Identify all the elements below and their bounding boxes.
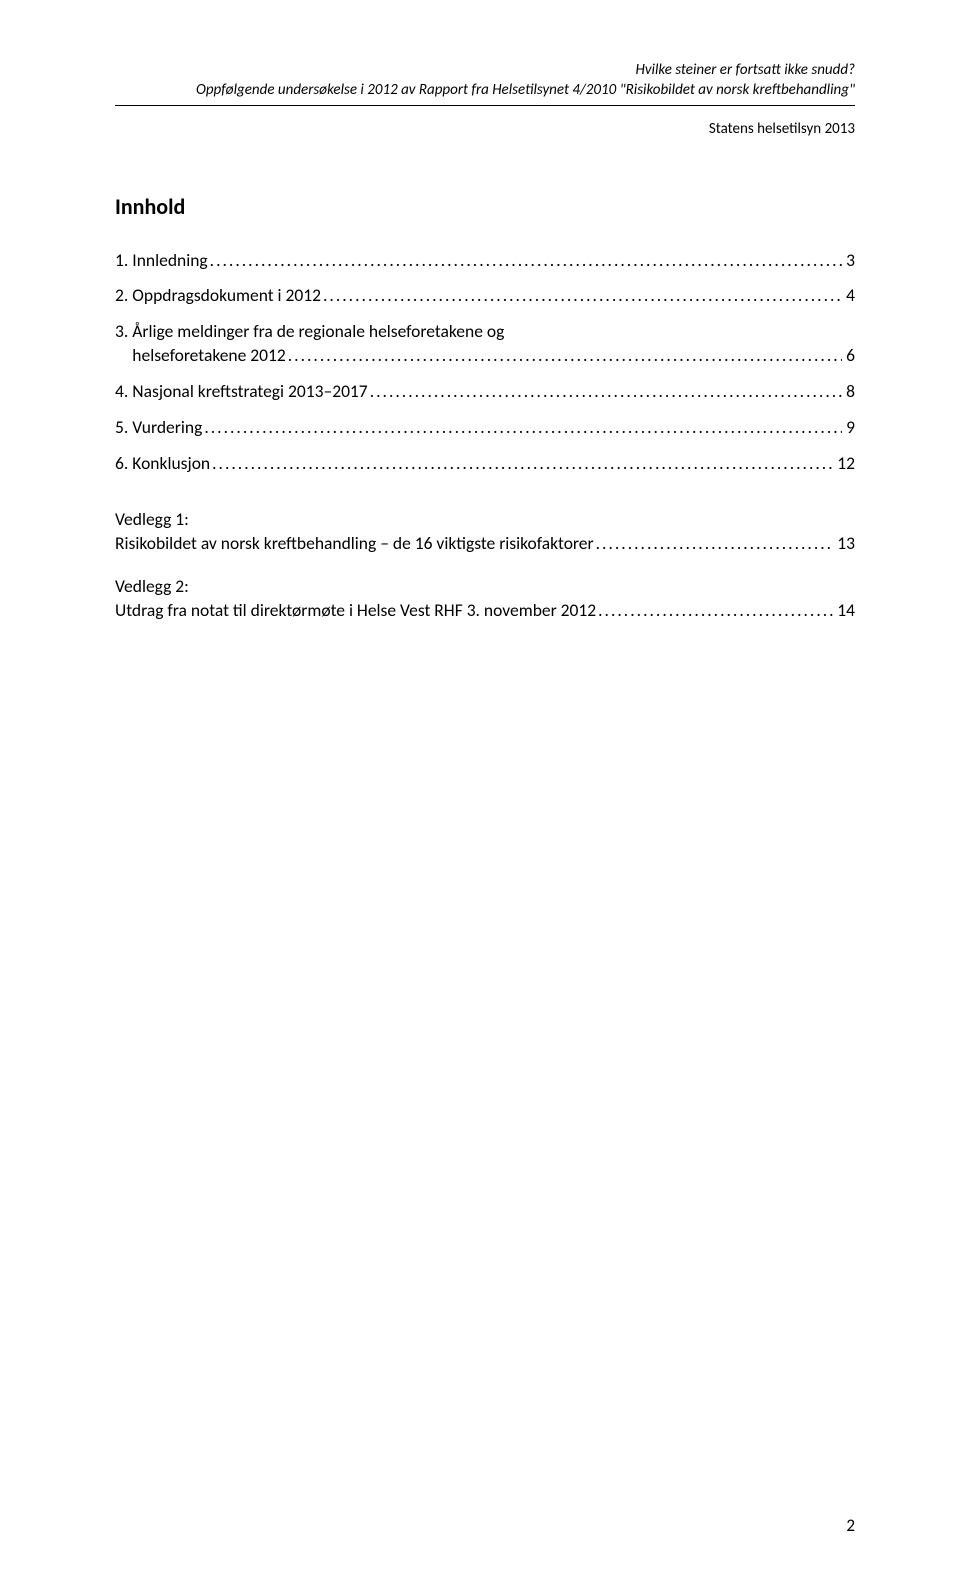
toc-appendix-entry: Vedlegg 2: Utdrag fra notat til direktør… (115, 568, 855, 636)
table-of-contents: 1. Innledning 3 2. Oppdragsdokument i 20… (115, 250, 855, 637)
toc-leader-dots (596, 533, 834, 555)
header-title-line1: Hvilke steiner er fortsatt ikke snudd? (115, 60, 855, 80)
toc-entry-label: Vurdering (128, 417, 204, 439)
toc-entry-page: 12 (833, 453, 855, 475)
toc-appendix-label: Risikobildet av norsk kreftbehandling – … (115, 533, 596, 555)
toc-leader-dots (212, 453, 833, 475)
toc-entry-page: 6 (842, 345, 855, 367)
toc-entry-page: 9 (842, 417, 855, 439)
toc-entry-label: Konklusjon (128, 453, 212, 475)
toc-entry: 6. Konklusjon 12 (115, 453, 855, 475)
toc-leader-dots (370, 381, 842, 403)
page-number: 2 (846, 1515, 855, 1536)
toc-entry: 5. Vurdering 9 (115, 417, 855, 439)
toc-leader-dots (323, 285, 842, 307)
toc-entry-number: 5. (115, 417, 128, 439)
toc-entry-number: 3. (115, 321, 128, 343)
toc-entry-label: Innledning (128, 250, 209, 272)
toc-entry-number: 6. (115, 453, 128, 475)
header-title-line2: Oppfølgende undersøkelse i 2012 av Rappo… (115, 80, 855, 100)
header-source: Statens helsetilsyn 2013 (115, 120, 855, 138)
toc-entry-number: 2. (115, 285, 128, 307)
toc-entry-number: 1. (115, 250, 128, 272)
toc-entry: 1. Innledning 3 (115, 250, 855, 272)
toc-leader-dots (288, 345, 842, 367)
toc-entry-page: 8 (842, 381, 855, 403)
toc-leader-dots (210, 250, 842, 272)
toc-entry-page: 4 (842, 285, 855, 307)
toc-entry-label: Oppdragsdokument i 2012 (128, 285, 323, 307)
toc-entry-page: 13 (833, 533, 855, 555)
toc-appendix-heading: Vedlegg 2: (115, 576, 191, 598)
toc-entry-label: Nasjonal kreftstrategi 2013–2017 (128, 381, 369, 403)
toc-entry-page: 14 (833, 600, 855, 622)
toc-entry-label-part1: Årlige meldinger fra de regionale helsef… (128, 321, 506, 343)
toc-entry-page: 3 (842, 250, 855, 272)
toc-entry-label-part2: helseforetakene 2012 (128, 345, 287, 367)
toc-entry: 3. Årlige meldinger fra de regionale hel… (115, 321, 855, 381)
running-header: Hvilke steiner er fortsatt ikke snudd? O… (115, 60, 855, 106)
toc-leader-dots (598, 600, 833, 622)
toc-entry: 4. Nasjonal kreftstrategi 2013–2017 8 (115, 381, 855, 403)
toc-heading: Innhold (115, 193, 855, 220)
toc-appendix-heading: Vedlegg 1: (115, 509, 191, 531)
toc-entry-number: 4. (115, 381, 128, 403)
document-page: Hvilke steiner er fortsatt ikke snudd? O… (0, 0, 960, 1581)
toc-entry: 2. Oppdragsdokument i 2012 4 (115, 285, 855, 307)
toc-appendix-label: Utdrag fra notat til direktørmøte i Hels… (115, 600, 598, 622)
toc-leader-dots (204, 417, 842, 439)
toc-appendix-entry: Vedlegg 1: Risikobildet av norsk kreftbe… (115, 489, 855, 569)
